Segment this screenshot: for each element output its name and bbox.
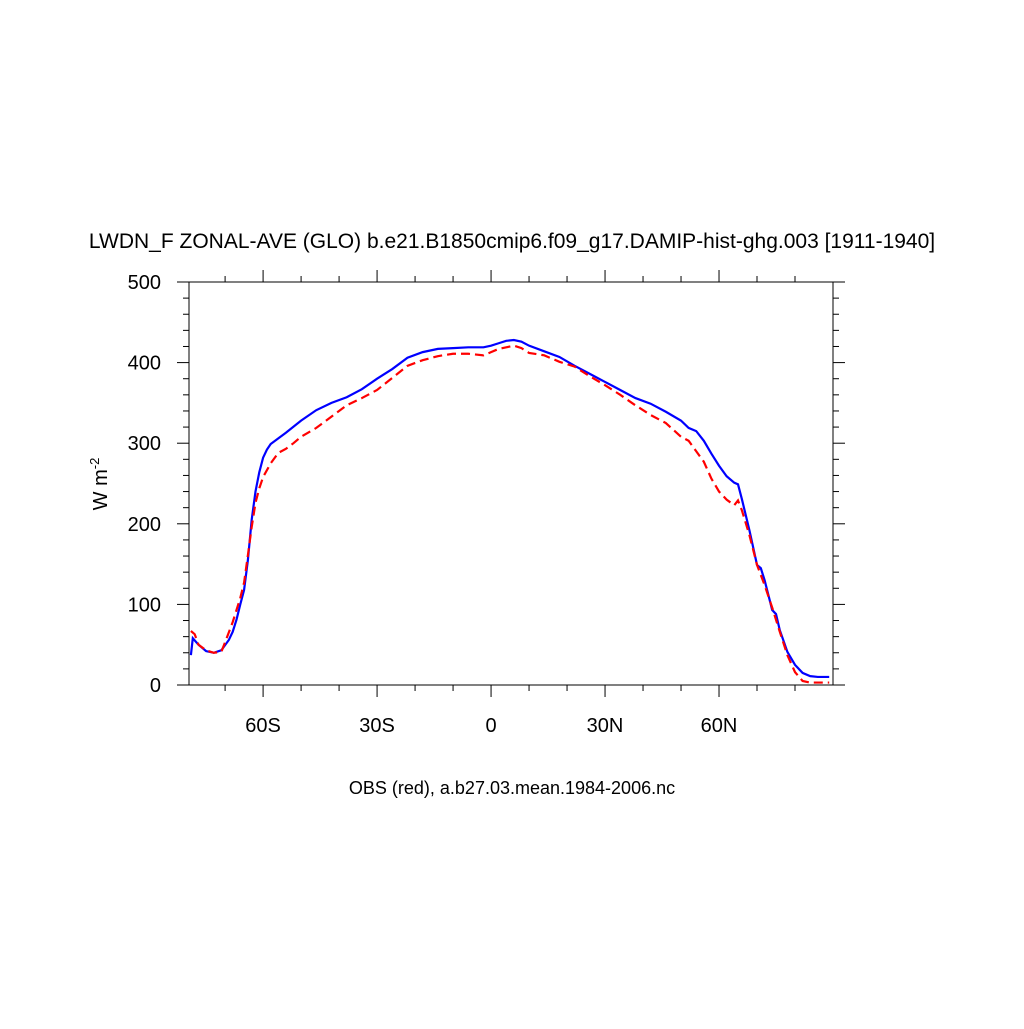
y-tick-label: 500 [128, 272, 161, 294]
x-tick-label: 60S [245, 715, 281, 737]
x-tick-label: 30S [359, 715, 395, 737]
data-line [189, 338, 830, 679]
chart-title: LWDN_F ZONAL-AVE (GLO) b.e21.B1850cmip6.… [89, 230, 935, 253]
y-axis-label-text: W m [90, 469, 112, 510]
y-tick-label: 200 [128, 514, 161, 536]
data-line [190, 344, 830, 684]
y-tick-label: 400 [128, 353, 161, 375]
y-tick-label: 100 [128, 594, 161, 616]
y-axis-label: W m-2 [87, 458, 112, 511]
x-tick-label: 60N [701, 715, 738, 737]
chart-subtitle: OBS (red), a.b27.03.mean.1984-2006.nc [349, 778, 675, 798]
y-tick-label: 300 [128, 433, 161, 455]
y-tick-label: 0 [150, 675, 161, 697]
y-axis-label-sup: -2 [87, 458, 102, 470]
x-tick-label: 30N [587, 715, 624, 737]
x-tick-label: 0 [485, 715, 496, 737]
plot-frame [188, 281, 834, 686]
